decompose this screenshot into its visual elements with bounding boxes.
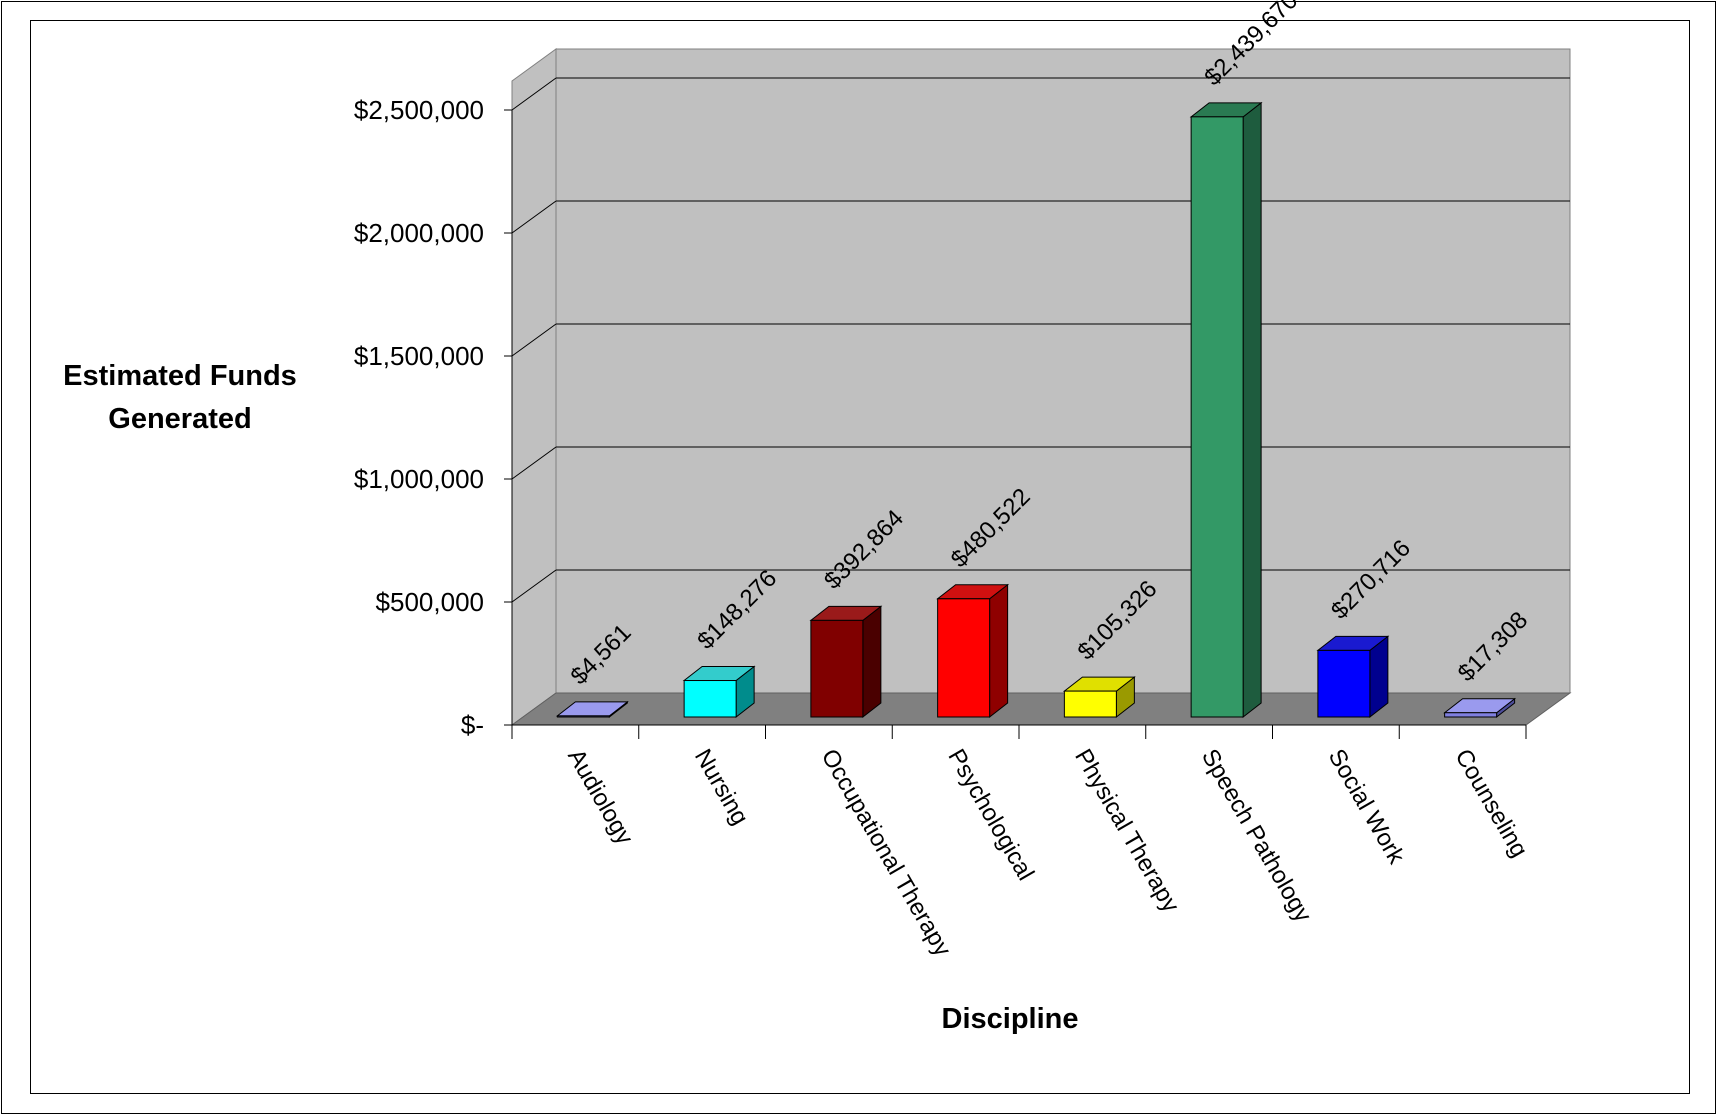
bar-front — [1063, 690, 1117, 718]
bar-side — [989, 583, 1009, 719]
floor — [510, 692, 1572, 726]
category-label: Speech Pathology — [1196, 745, 1317, 927]
bar-side — [862, 605, 882, 719]
chart-walls — [510, 48, 1572, 726]
x-axis-title: Discipline — [941, 1003, 1079, 1035]
y-tick-label: $2,000,000 — [354, 218, 484, 248]
gridline-side — [511, 77, 557, 111]
y-tick-label: $2,500,000 — [354, 95, 484, 125]
gridlines — [511, 77, 1570, 603]
category-label: Counseling — [1449, 745, 1532, 863]
bar-nursing — [682, 665, 756, 719]
bar-front — [1190, 116, 1244, 718]
y-axis-title-line1: Estimated Funds — [63, 360, 297, 392]
axes — [504, 109, 1527, 739]
category-label: Psychological — [942, 745, 1039, 886]
y-tick-labels: $- $500,000 $1,000,000 $1,500,000 $2,000,000… — [354, 95, 484, 740]
y-tick-label: $1,500,000 — [354, 341, 484, 371]
back-wall — [555, 48, 1571, 694]
y-axis-title-line2: Generated — [108, 403, 252, 435]
y-axis-title: Estimated Funds Generated — [20, 355, 340, 441]
category-label: Social Work — [1323, 745, 1411, 870]
bar-audiology — [555, 700, 629, 719]
category-label: Nursing — [689, 745, 754, 830]
bar-occupational-therapy — [809, 605, 883, 719]
category-label: Occupational Therapy — [816, 745, 957, 961]
bar-front — [683, 680, 737, 718]
category-label: Physical Therapy — [1069, 745, 1184, 918]
bar-psychological — [936, 583, 1010, 719]
bar-speech-pathology — [1189, 101, 1263, 719]
bar-physical-therapy — [1062, 676, 1136, 719]
y-tick-label: $500,000 — [376, 587, 484, 617]
y-tick-label: $- — [461, 710, 484, 740]
bar-side — [1242, 101, 1262, 719]
y-tick-label: $1,000,000 — [354, 464, 484, 494]
category-label: Audiology — [562, 745, 638, 850]
bar-counseling — [1443, 697, 1517, 719]
gridline-side — [511, 446, 557, 480]
bars — [555, 101, 1517, 719]
bar-front — [1317, 649, 1371, 718]
bar-social-work — [1316, 635, 1390, 719]
side-wall — [511, 48, 557, 726]
bar-front — [556, 715, 610, 718]
bar-front — [810, 619, 864, 718]
gridline-side — [511, 323, 557, 357]
gridline-side — [511, 200, 557, 234]
bar-front — [1444, 712, 1498, 718]
gridline-side — [511, 569, 557, 603]
category-labels: Audiology Nursing Occupational TherapyPsyc… — [562, 745, 1533, 961]
bar-front — [937, 598, 991, 718]
